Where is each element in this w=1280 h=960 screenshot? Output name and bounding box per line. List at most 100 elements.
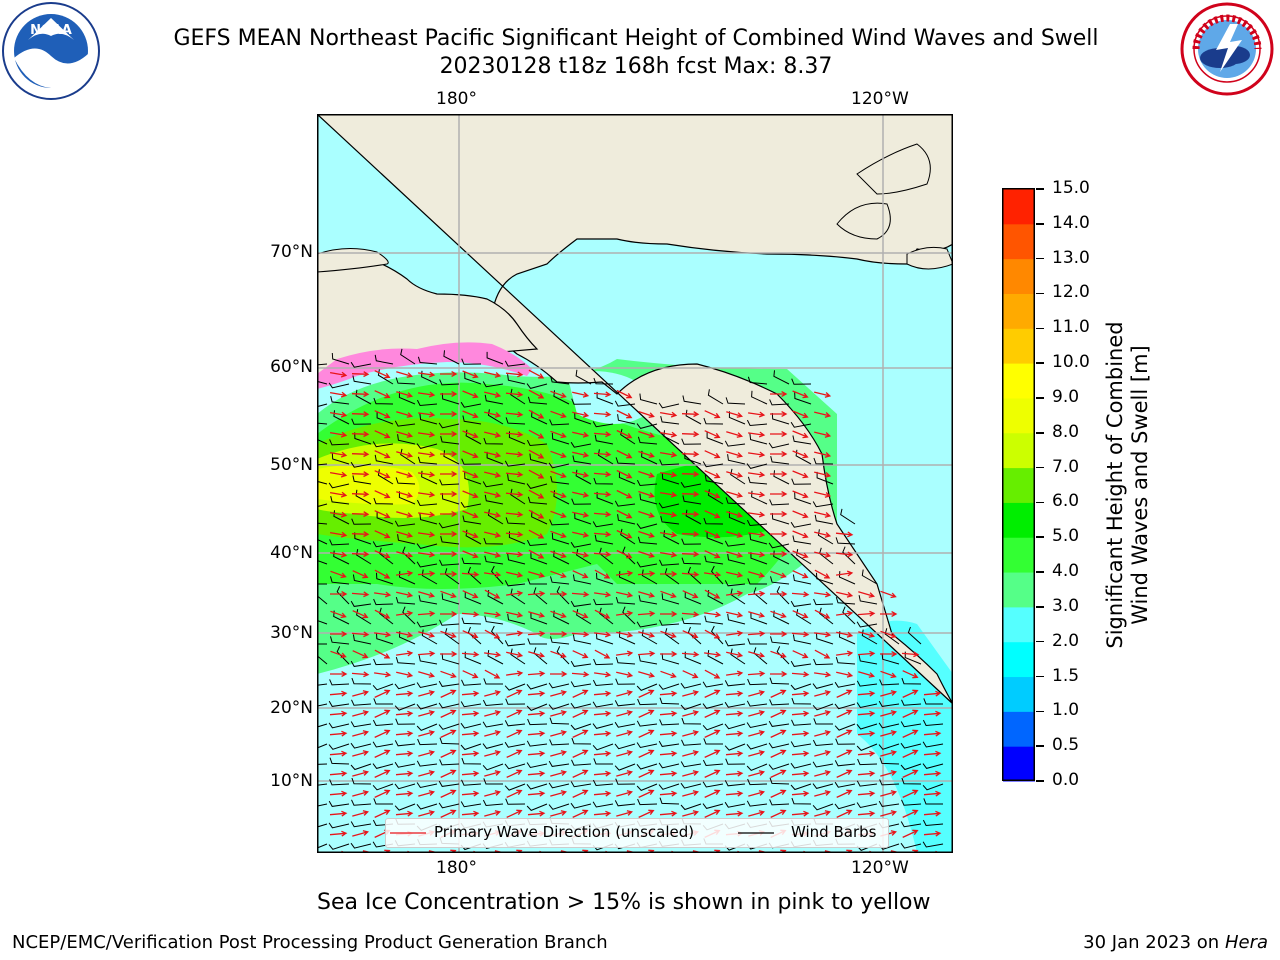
wind-barb [750,612,768,625]
lat-label-60n: 60°N [270,357,313,377]
wave-direction-arrow [374,470,391,479]
wave-direction-arrow [550,591,568,597]
wind-barb [727,613,746,625]
wave-direction-arrow [374,591,392,598]
wave-direction-arrow [923,810,942,817]
wave-direction-arrow [880,750,897,757]
wind-barb [614,700,636,707]
wave-direction-arrow [484,690,501,697]
wave-direction-arrow [418,511,436,518]
wind-barb [531,410,548,425]
wind-barb [504,720,526,727]
wave-direction-arrow [616,690,633,697]
wave-direction-arrow [329,810,348,817]
wave-direction-arrow [440,611,458,617]
wave-direction-arrow [682,790,699,797]
wind-barb [419,513,438,525]
wave-direction-arrow [659,491,678,498]
wind-barb [746,722,768,729]
wave-direction-arrow [528,469,545,479]
wind-barb [350,721,372,728]
wind-barb [685,509,702,525]
wind-barb [441,593,460,605]
wind-barb [592,801,614,808]
colorbar-tick-mark [1036,257,1044,260]
wind-barb [702,781,724,788]
lat-label-40n: 40°N [270,543,313,563]
wind-barb [658,502,680,509]
wave-direction-arrow [659,451,678,458]
wind-barb [922,763,944,769]
wind-barb [556,646,570,665]
wind-barb [681,557,702,565]
wind-barb [834,723,856,731]
wave-direction-arrow [374,789,391,798]
wave-direction-arrow [857,610,876,617]
wave-direction-arrow [836,689,853,698]
wave-direction-arrow [748,451,766,458]
wave-direction-arrow [572,491,590,498]
wind-barb [593,598,614,606]
wave-direction-arrow [857,810,876,817]
wind-barb [372,719,394,727]
wind-barb [376,411,394,425]
wind-barb [421,569,438,585]
wave-direction-arrow [880,770,897,777]
wave-direction-arrow [857,770,876,777]
wave-direction-arrow [550,690,567,697]
wind-barb [746,463,768,469]
wind-barb [592,743,614,751]
wind-barb [842,546,856,565]
wave-direction-arrow [880,590,897,599]
wave-direction-arrow [374,769,391,778]
wave-direction-arrow [593,471,612,478]
wind-barb [351,418,372,425]
wave-direction-arrow [374,709,391,718]
wind-barb [728,511,746,525]
wave-direction-arrow [461,710,480,717]
wind-barb [636,720,658,727]
wind-barb [356,549,372,565]
wave-direction-arrow [440,411,458,417]
wind-barb [504,783,526,791]
wind-barb [570,541,592,548]
wind-barb [770,455,790,465]
wave-direction-arrow [395,810,414,817]
wind-barb [796,549,812,565]
wind-barb [575,369,592,385]
wave-direction-arrow [352,790,369,797]
lon-label-top-180: 180° [436,89,477,109]
wind-barb [317,703,328,707]
wave-direction-arrow [659,551,678,558]
wave-direction-arrow [880,611,898,617]
wind-barb [769,699,790,706]
colorbar-tick-mark [1036,432,1044,434]
wave-direction-arrow [351,471,370,478]
wave-direction-arrow [418,431,436,438]
wave-direction-arrow [395,790,414,797]
wind-barb-legend-label: Wind Barbs [791,823,877,841]
wind-barb [350,600,372,607]
wind-barb [482,699,504,707]
wind-barb [526,803,548,811]
wave-direction-arrow [659,770,678,777]
wind-barb [834,681,856,688]
wind-barb [328,822,350,829]
wave-direction-arrow [505,511,524,518]
wave-direction-arrow [748,710,765,717]
wave-direction-arrow [725,730,744,737]
wind-barb [330,395,350,405]
wind-barb [660,415,680,425]
wave-direction-arrow [659,790,678,797]
wave-direction-arrow [726,491,744,498]
wave-direction-arrow [880,710,897,717]
wave-direction-arrow [484,531,502,538]
colorbar-tick-label: 2.0 [1052,630,1080,651]
colorbar-title-line1: Significant Height of Combined [1103,321,1127,649]
wind-barb [900,842,922,849]
wave-direction-arrow [527,730,546,737]
wind-barb [317,522,328,525]
wave-direction-arrow [462,630,479,639]
wave-direction-arrow [836,749,853,758]
wave-direction-arrow [550,610,567,619]
